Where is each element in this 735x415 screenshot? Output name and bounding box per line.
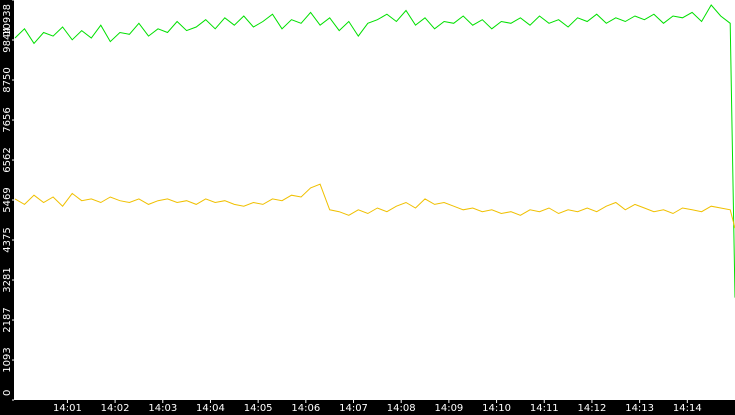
x-tick-label: 14:01 <box>53 403 82 414</box>
y-tick-label: 6562 <box>2 147 13 172</box>
series-line <box>14 183 735 229</box>
x-tick-label: 14:03 <box>148 403 177 414</box>
y-tick-label: 0 <box>2 390 13 396</box>
x-tick-label: 14:12 <box>578 403 607 414</box>
x-tick-label: 14:04 <box>196 403 225 414</box>
x-tick-label: 14:07 <box>339 403 368 414</box>
x-axis-bar <box>0 400 735 415</box>
x-tick-label: 14:08 <box>387 403 416 414</box>
y-tick-label: 10938 <box>2 4 13 36</box>
x-tick-label: 14:02 <box>101 403 130 414</box>
x-tick-label: 14:14 <box>673 403 702 414</box>
x-tick-label: 14:05 <box>244 403 273 414</box>
y-tick-label: 8750 <box>2 67 13 92</box>
x-tick-label: 14:09 <box>434 403 463 414</box>
series-line <box>14 4 735 298</box>
x-tick-label: 14:11 <box>530 403 559 414</box>
y-tick-label: 4375 <box>2 227 13 252</box>
y-tick-label: 7656 <box>2 107 13 132</box>
y-tick-label: 2187 <box>2 307 13 332</box>
y-tick-label: 9844 <box>2 27 13 52</box>
y-tick-label: 5469 <box>2 187 13 212</box>
y-tick-label: 1093 <box>2 347 13 372</box>
y-tick-label: 3281 <box>2 267 13 292</box>
x-tick-label: 14:10 <box>482 403 511 414</box>
x-tick-label: 14:13 <box>625 403 654 414</box>
y-axis-bar <box>0 0 14 415</box>
x-tick-label: 14:06 <box>291 403 320 414</box>
